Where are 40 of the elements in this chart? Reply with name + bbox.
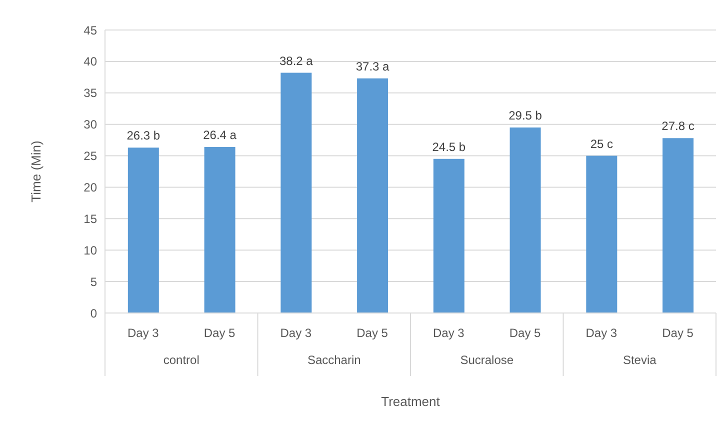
text: Stevia [622, 353, 657, 367]
bar [662, 138, 694, 313]
text: Sucralose [460, 353, 514, 367]
data-label: 29.5 b [508, 108, 542, 122]
x-tick-label: Day 3 [280, 326, 312, 340]
bar [586, 156, 618, 313]
y-tick-label: 15 [84, 212, 98, 226]
x-tick-label: Day 5 [662, 326, 694, 340]
x-tick-label: Day 3 [433, 326, 465, 340]
data-label: 26.4 a [203, 128, 237, 142]
bar [280, 72, 312, 313]
y-tick-label: 40 [84, 54, 98, 69]
y-tick-label: 45 [84, 23, 98, 38]
x-axis-title: Treatment [381, 394, 440, 409]
text: Saccharin [307, 353, 361, 367]
data-label: 26.3 b [126, 128, 160, 143]
y-tick-label: 30 [84, 118, 98, 132]
bar [357, 78, 388, 313]
y-tick-label: 20 [84, 180, 98, 194]
x-tick-label: Day 3 [586, 326, 618, 340]
bar [510, 127, 541, 313]
x-tick-label: Day 5 [204, 326, 236, 340]
data-label: 27.8 c [662, 119, 694, 134]
x-tick-label: Day 5 [509, 326, 542, 340]
x-tick-label: Day 3 [128, 326, 160, 340]
bar [204, 146, 236, 313]
data-label: 24.5 b [432, 140, 466, 154]
y-tick-label: 0 [90, 306, 98, 320]
y-tick-label: 25 [84, 149, 98, 164]
y-tick-label: 10 [84, 243, 98, 258]
data-label: 37.3 a [356, 59, 390, 74]
y-tick-label: 5 [90, 274, 98, 289]
bar [128, 148, 159, 313]
data-label: 38.2 a [279, 54, 314, 68]
bar [433, 158, 464, 313]
y-axis-title: Time (Min) [28, 140, 44, 202]
x-tick-label: Day 5 [356, 326, 388, 340]
text: control [163, 353, 200, 367]
data-label: 25 c [590, 136, 614, 151]
y-tick-label: 35 [84, 86, 98, 100]
